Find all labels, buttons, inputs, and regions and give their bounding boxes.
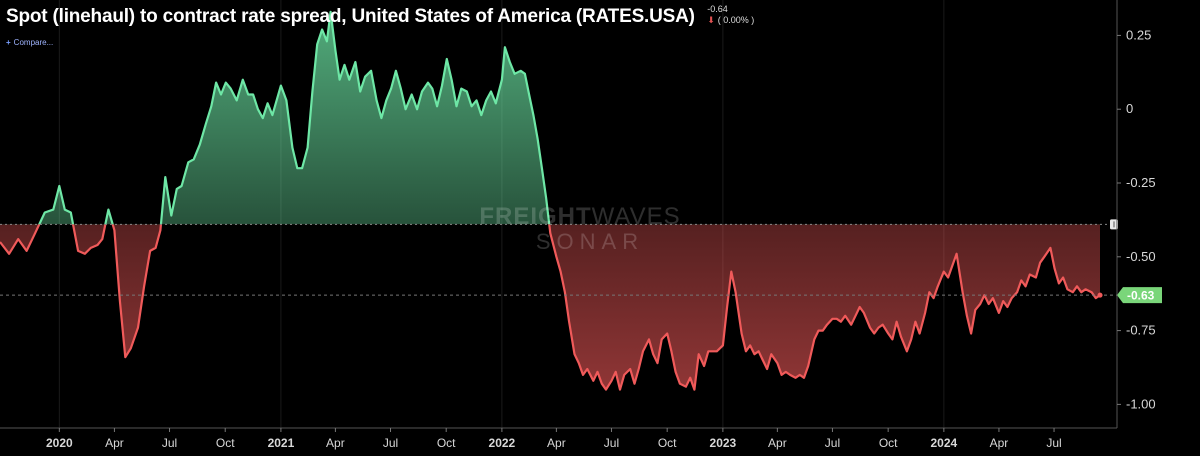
x-tick-label-15: Oct: [879, 436, 898, 450]
change-pct: ( 0.00% ): [717, 15, 755, 25]
series-line-positive: [38, 10, 551, 225]
series-line: [0, 10, 1101, 391]
chart-title: Spot (linehaul) to contract rate spread,…: [6, 6, 695, 27]
change-pct-row: ⬇( 0.00% ): [707, 15, 754, 26]
area-positive: [0, 11, 1100, 225]
x-tick-label-9: Apr: [547, 436, 566, 450]
x-tick-label-18: Jul: [1046, 436, 1061, 450]
area-fills: [0, 11, 1100, 390]
x-tick-label-14: Jul: [825, 436, 840, 450]
x-tick-label-12: 2023: [710, 436, 737, 450]
x-tick-label-2: Jul: [162, 436, 177, 450]
x-tick-label-13: Apr: [768, 436, 787, 450]
x-tick-label-4: 2021: [268, 436, 295, 450]
x-tick-label-3: Oct: [216, 436, 235, 450]
x-axis: 2020 Apr Jul Oct 2021 Apr Jul Oct 2022 Apr Jul Oct 2…: [0, 427, 1117, 450]
compare-label: Compare...: [13, 38, 54, 47]
x-tick-label-5: Apr: [326, 436, 345, 450]
x-tick-label-1: Apr: [105, 436, 124, 450]
y-tick-label-4: -0.75: [1126, 323, 1156, 338]
y-tick-label-1: 0: [1126, 101, 1133, 116]
last-value-badge: -0.63: [1097, 287, 1162, 304]
x-tick-label-7: Oct: [437, 436, 456, 450]
area-negative: [0, 224, 1100, 390]
compare-button[interactable]: + Compare...: [6, 38, 53, 47]
x-tick-label-6: Jul: [383, 436, 398, 450]
last-point: [1097, 292, 1103, 298]
y-tick-label-2: -0.25: [1126, 175, 1156, 190]
change-value: -0.64: [707, 4, 728, 14]
x-tick-label-10: Jul: [604, 436, 619, 450]
reference-lines: -0.63: [0, 219, 1162, 304]
x-tick-label-8: 2022: [489, 436, 516, 450]
y-tick-label-3: -0.50: [1126, 249, 1156, 264]
chart-header: Spot (linehaul) to contract rate spread,…: [6, 4, 1080, 28]
y-tick-label-5: -1.00: [1126, 396, 1156, 411]
last-value-label: -0.63: [1127, 289, 1155, 303]
down-arrow-icon: ⬇: [707, 15, 715, 25]
series-line-negative: [0, 224, 1101, 391]
x-tick-label-17: Apr: [990, 436, 1009, 450]
y-tick-label-0: 0.25: [1126, 27, 1151, 42]
x-tick-label-0: 2020: [46, 436, 73, 450]
x-tick-label-16: 2024: [930, 436, 957, 450]
plus-icon: +: [6, 38, 11, 47]
baseline-handle-icon: [1110, 219, 1118, 230]
y-axis: 0.25 0 -0.25 -0.50 -0.75 -1.00: [1116, 0, 1156, 428]
change-indicator: -0.64 ⬇( 0.00% ): [707, 4, 754, 26]
x-tick-label-11: Oct: [658, 436, 677, 450]
